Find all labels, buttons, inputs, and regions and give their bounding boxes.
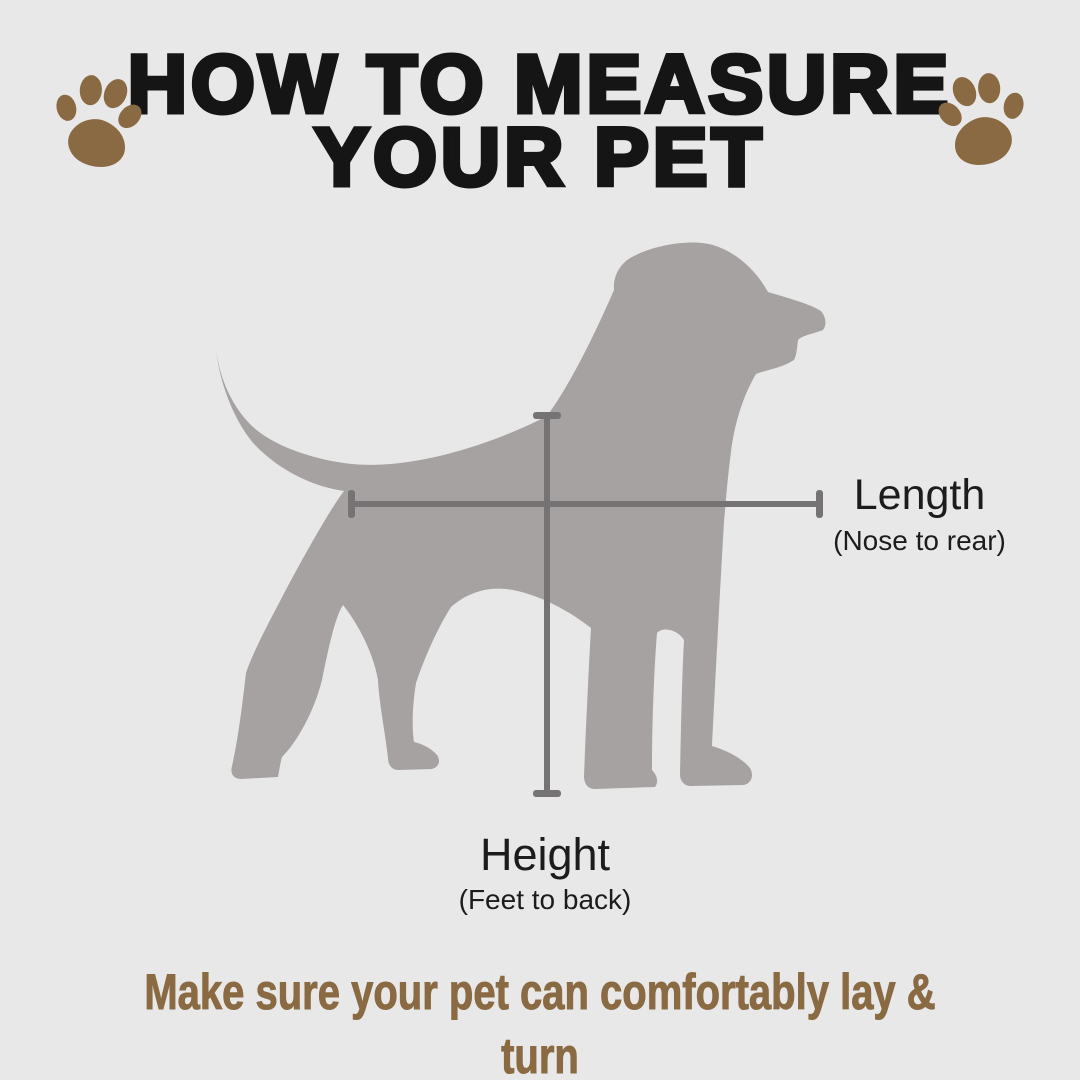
height-line-bottom-cap — [533, 790, 561, 797]
height-label: Height — [479, 829, 611, 880]
title-line-1: HOW TO MEASURE — [125, 39, 953, 130]
length-measure-line — [352, 501, 820, 507]
length-line-end-cap — [816, 490, 823, 518]
dog-silhouette-image — [200, 230, 840, 810]
page-title: HOW TO MEASURE YOUR PET — [0, 39, 1080, 203]
paw-left-icon — [50, 66, 142, 168]
length-line-start-cap — [348, 490, 355, 518]
footer-note: Make sure your pet can comfortably lay &… — [0, 960, 1080, 1080]
title-line-2: YOUR PET — [312, 112, 766, 203]
footer-note-line-1: Make sure your pet can comfortably lay &… — [144, 964, 936, 1080]
length-label-block: Length (Nose to rear) — [817, 474, 1022, 556]
height-label-block: Height (Feet to back) — [395, 832, 695, 915]
height-line-top-cap — [533, 412, 561, 419]
length-sublabel: (Nose to rear) — [833, 525, 1006, 556]
height-measure-line — [544, 416, 550, 794]
paw-right-icon — [938, 64, 1030, 166]
length-label: Length — [853, 471, 986, 519]
height-sublabel: (Feet to back) — [458, 884, 632, 915]
